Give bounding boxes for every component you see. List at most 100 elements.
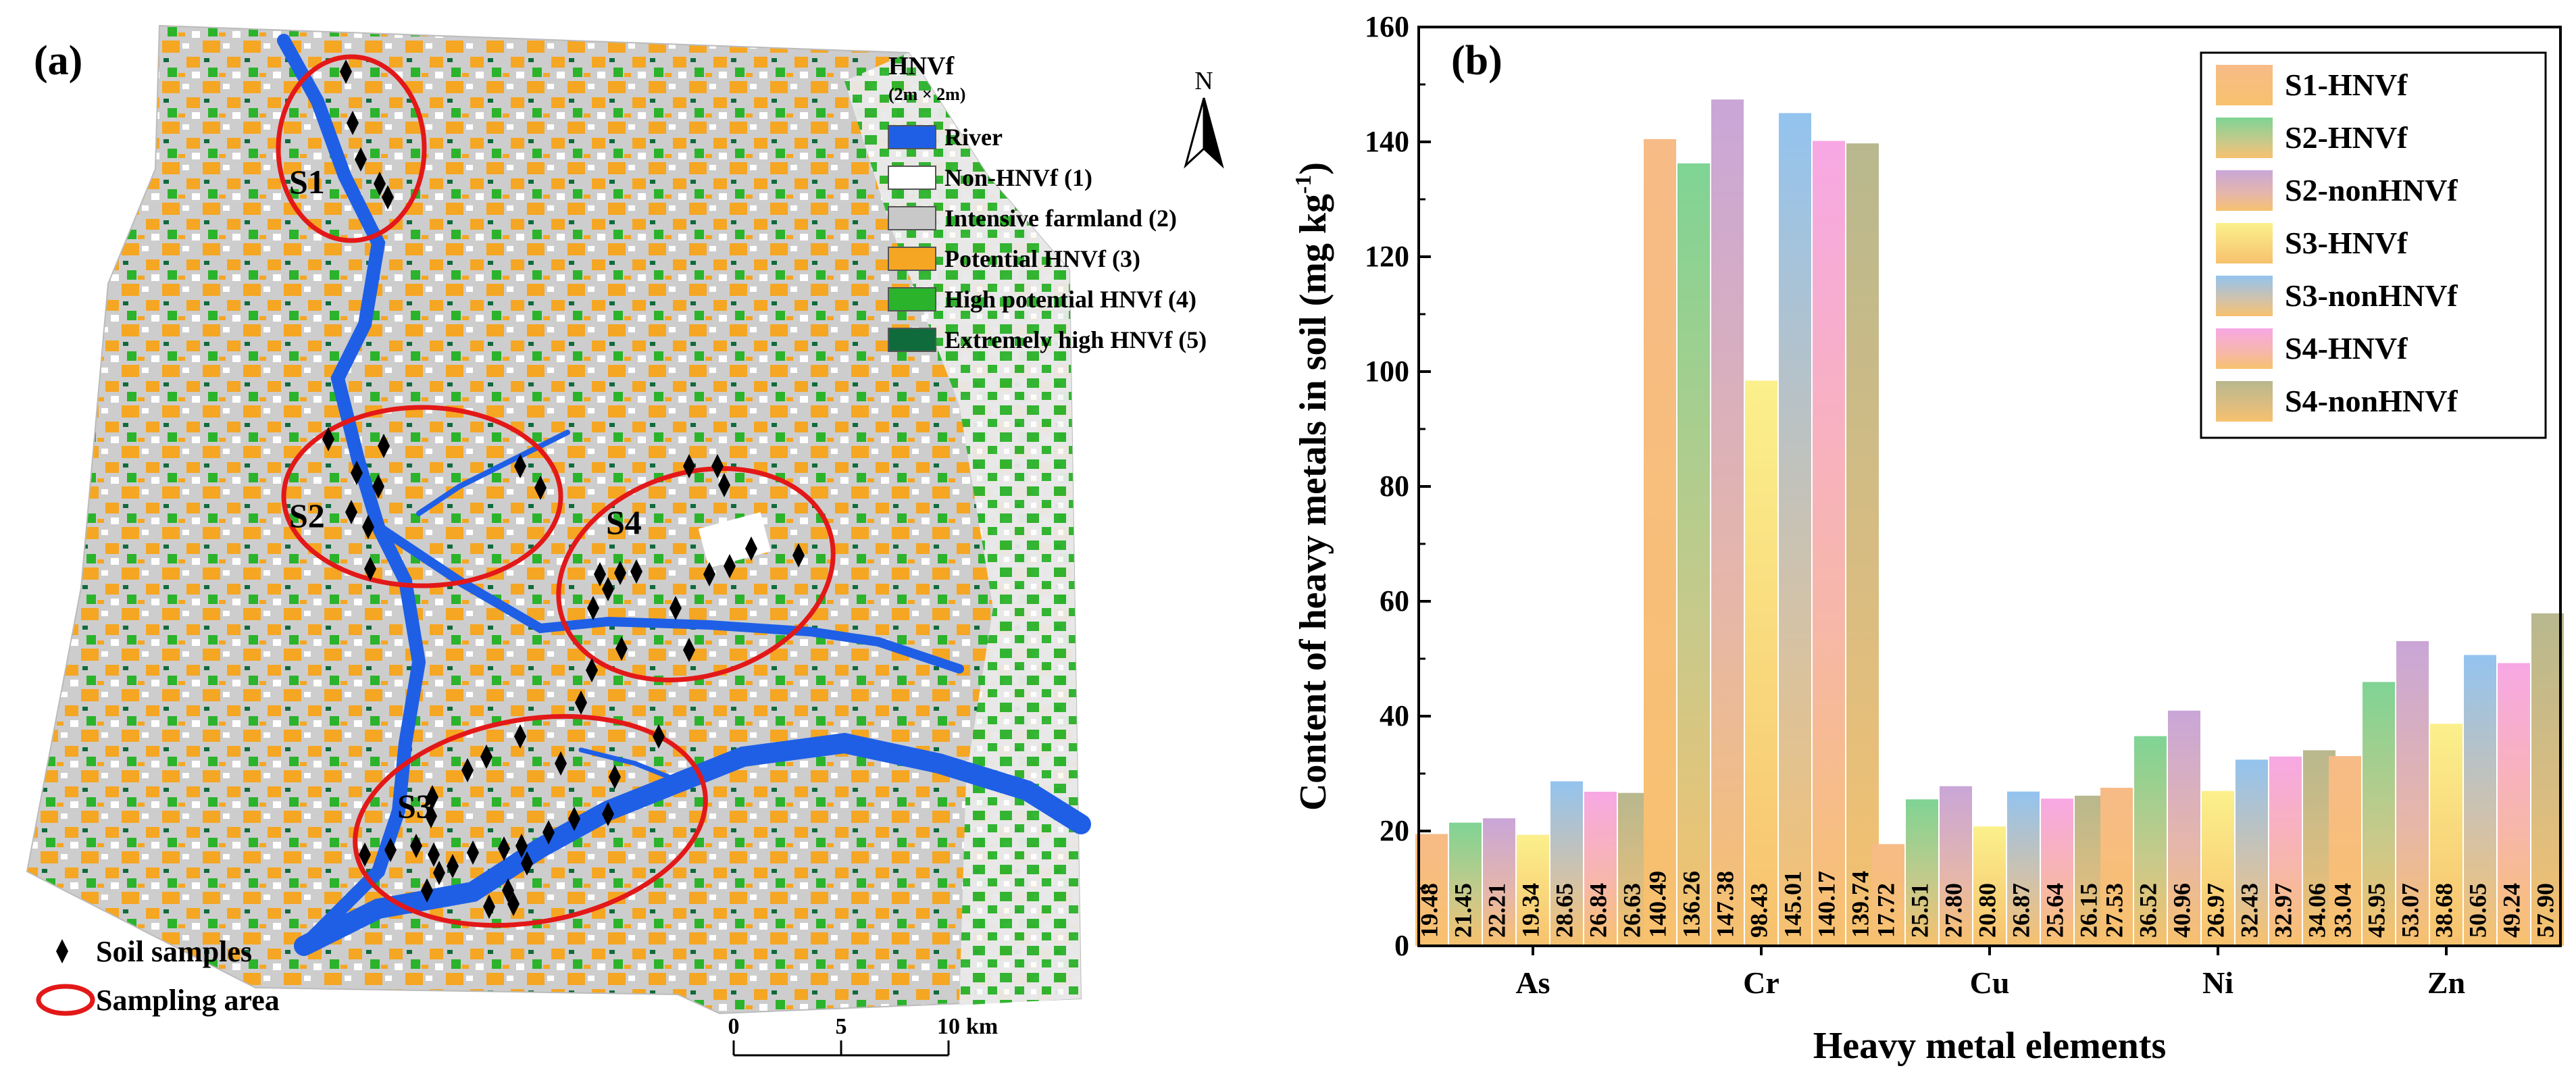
bar-value-label: 36.52 xyxy=(2134,883,2161,938)
bar-value-label: 33.04 xyxy=(2329,883,2356,938)
soil-sample-diamond xyxy=(374,172,386,196)
bar xyxy=(1906,799,1938,946)
chart-legend-swatch xyxy=(2216,276,2273,316)
soil-sample-diamond xyxy=(594,562,606,586)
sampling-area-s1 xyxy=(276,54,427,243)
bar-value-label: 27.80 xyxy=(1940,883,1967,938)
river-lower xyxy=(294,732,1091,956)
chart-legend-item: S4-nonHNVf xyxy=(2216,381,2458,422)
soil-sample-diamond xyxy=(507,892,520,916)
chart-legend-label: S4-nonHNVf xyxy=(2285,384,2458,418)
north-arrow-icon: N xyxy=(1184,67,1224,169)
soil-sample-diamond xyxy=(724,554,736,578)
map-legend-item: Potential HNVf (3) xyxy=(888,245,1140,272)
bar-value-label: 136.26 xyxy=(1677,871,1704,938)
bar-value-label: 25.64 xyxy=(2041,883,2068,938)
soil-sample-diamond xyxy=(364,557,376,581)
soil-sample-diamond xyxy=(461,758,474,782)
bar-value-label: 49.24 xyxy=(2498,883,2525,938)
area-label-s1: S1 xyxy=(289,163,325,201)
bar xyxy=(1483,818,1515,946)
x-tick-label: Cr xyxy=(1743,965,1779,1000)
bar-value-label: 32.43 xyxy=(2236,883,2263,938)
scale-bar: 0 5 10 km xyxy=(728,1014,998,1057)
bar xyxy=(1677,163,1710,946)
legend-swatch xyxy=(888,125,936,149)
soil-sample-diamond xyxy=(534,476,547,500)
bar-value-label: 19.34 xyxy=(1517,883,1544,938)
soil-sample-diamond xyxy=(382,185,394,209)
legend-label: Intensive farmland (2) xyxy=(944,205,1177,232)
bar-value-label: 28.65 xyxy=(1550,883,1577,938)
bar-value-label: 26.63 xyxy=(1618,883,1645,938)
map-legend-item: High potential HNVf (4) xyxy=(888,286,1196,313)
legend-swatch xyxy=(888,247,936,271)
map-legend-item: Intensive farmland (2) xyxy=(888,205,1177,232)
legend-swatch xyxy=(888,328,936,352)
chart-legend-item: S2-nonHNVf xyxy=(2216,170,2458,211)
soil-sample-diamond xyxy=(480,745,493,769)
map: S1 S2 S3 S4 xyxy=(26,24,1091,1015)
soil-sample-diamond xyxy=(587,596,599,620)
ellipse-icon xyxy=(36,984,95,1016)
bar-value-label: 98.43 xyxy=(1745,883,1772,938)
legend-subtitle: (2m × 2m) xyxy=(888,84,965,104)
chart-panel-label: (b) xyxy=(1451,38,1502,84)
bar-value-label: 139.74 xyxy=(1846,871,1873,938)
soil-sample-diamond xyxy=(410,834,422,858)
bar xyxy=(1584,791,1617,946)
bar-value-label: 45.95 xyxy=(2363,883,2390,938)
map-legend-item: River xyxy=(888,124,1003,151)
sampling-area-legend: Sampling area xyxy=(36,984,280,1017)
soil-sample-diamond xyxy=(602,802,614,826)
bar-value-label: 140.49 xyxy=(1644,871,1671,938)
soil-sample-diamond xyxy=(351,461,363,485)
scale-tick-0: 0 xyxy=(728,1014,740,1039)
chart-legend-label: S3-nonHNVf xyxy=(2285,278,2458,313)
sampling-area-s2 xyxy=(281,405,563,588)
bar-value-label: 53.07 xyxy=(2396,883,2423,938)
soil-sample-diamond xyxy=(542,820,555,845)
y-tick-label: 60 xyxy=(1380,584,1409,618)
x-axis-title: Heavy metal elements xyxy=(1813,1025,2166,1067)
y-axis-title: Content of heavy metals in soil (mg kg-1… xyxy=(1291,162,1334,811)
x-tick-label: As xyxy=(1515,965,1550,1000)
bar xyxy=(2430,724,2463,946)
soil-sample-diamond xyxy=(792,543,805,568)
soil-sample-diamond xyxy=(568,807,580,831)
sampling-area-label: Sampling area xyxy=(96,984,280,1017)
bar xyxy=(2269,756,2302,946)
area-label-s4: S4 xyxy=(606,503,642,541)
chart-legend-item: S3-HNVf xyxy=(2216,223,2408,263)
chart-legend-swatch xyxy=(2216,65,2273,105)
soil-sample-diamond xyxy=(421,878,433,903)
soil-sample-diamond xyxy=(372,474,384,499)
soil-sample-diamond xyxy=(718,473,730,497)
diamond-icon xyxy=(56,939,68,963)
bar-value-label: 26.15 xyxy=(2075,883,2102,938)
soil-sample-diamond xyxy=(575,690,587,715)
legend-label: Non-HNVf (1) xyxy=(944,164,1092,191)
bar-value-label: 27.53 xyxy=(2100,883,2127,938)
legend-title: HNVf xyxy=(888,52,955,80)
chart-legend-label: S3-HNVf xyxy=(2285,226,2408,260)
bar xyxy=(1449,822,1482,946)
y-tick-label: 100 xyxy=(1365,355,1409,388)
soil-sample-diamond xyxy=(555,751,567,776)
bar xyxy=(1779,113,1811,946)
legend-swatch xyxy=(888,206,936,230)
y-tick-label: 20 xyxy=(1380,814,1409,847)
chart-legend-item: S1-HNVf xyxy=(2216,65,2408,105)
legend-label: Extremely high HNVf (5) xyxy=(944,326,1207,353)
y-tick-label: 160 xyxy=(1365,10,1409,43)
bar xyxy=(1940,786,1972,946)
bar-value-label: 40.96 xyxy=(2168,883,2195,938)
soil-sample-diamond xyxy=(711,454,724,478)
bar xyxy=(1415,834,1448,946)
soil-sample-diamond xyxy=(347,111,359,135)
bar xyxy=(2041,799,2073,946)
bar-value-label: 32.97 xyxy=(2269,883,2296,938)
bar-value-label: 26.97 xyxy=(2202,883,2229,938)
bar-value-label: 50.65 xyxy=(2464,883,2491,938)
map-panel-label: (a) xyxy=(34,38,82,84)
